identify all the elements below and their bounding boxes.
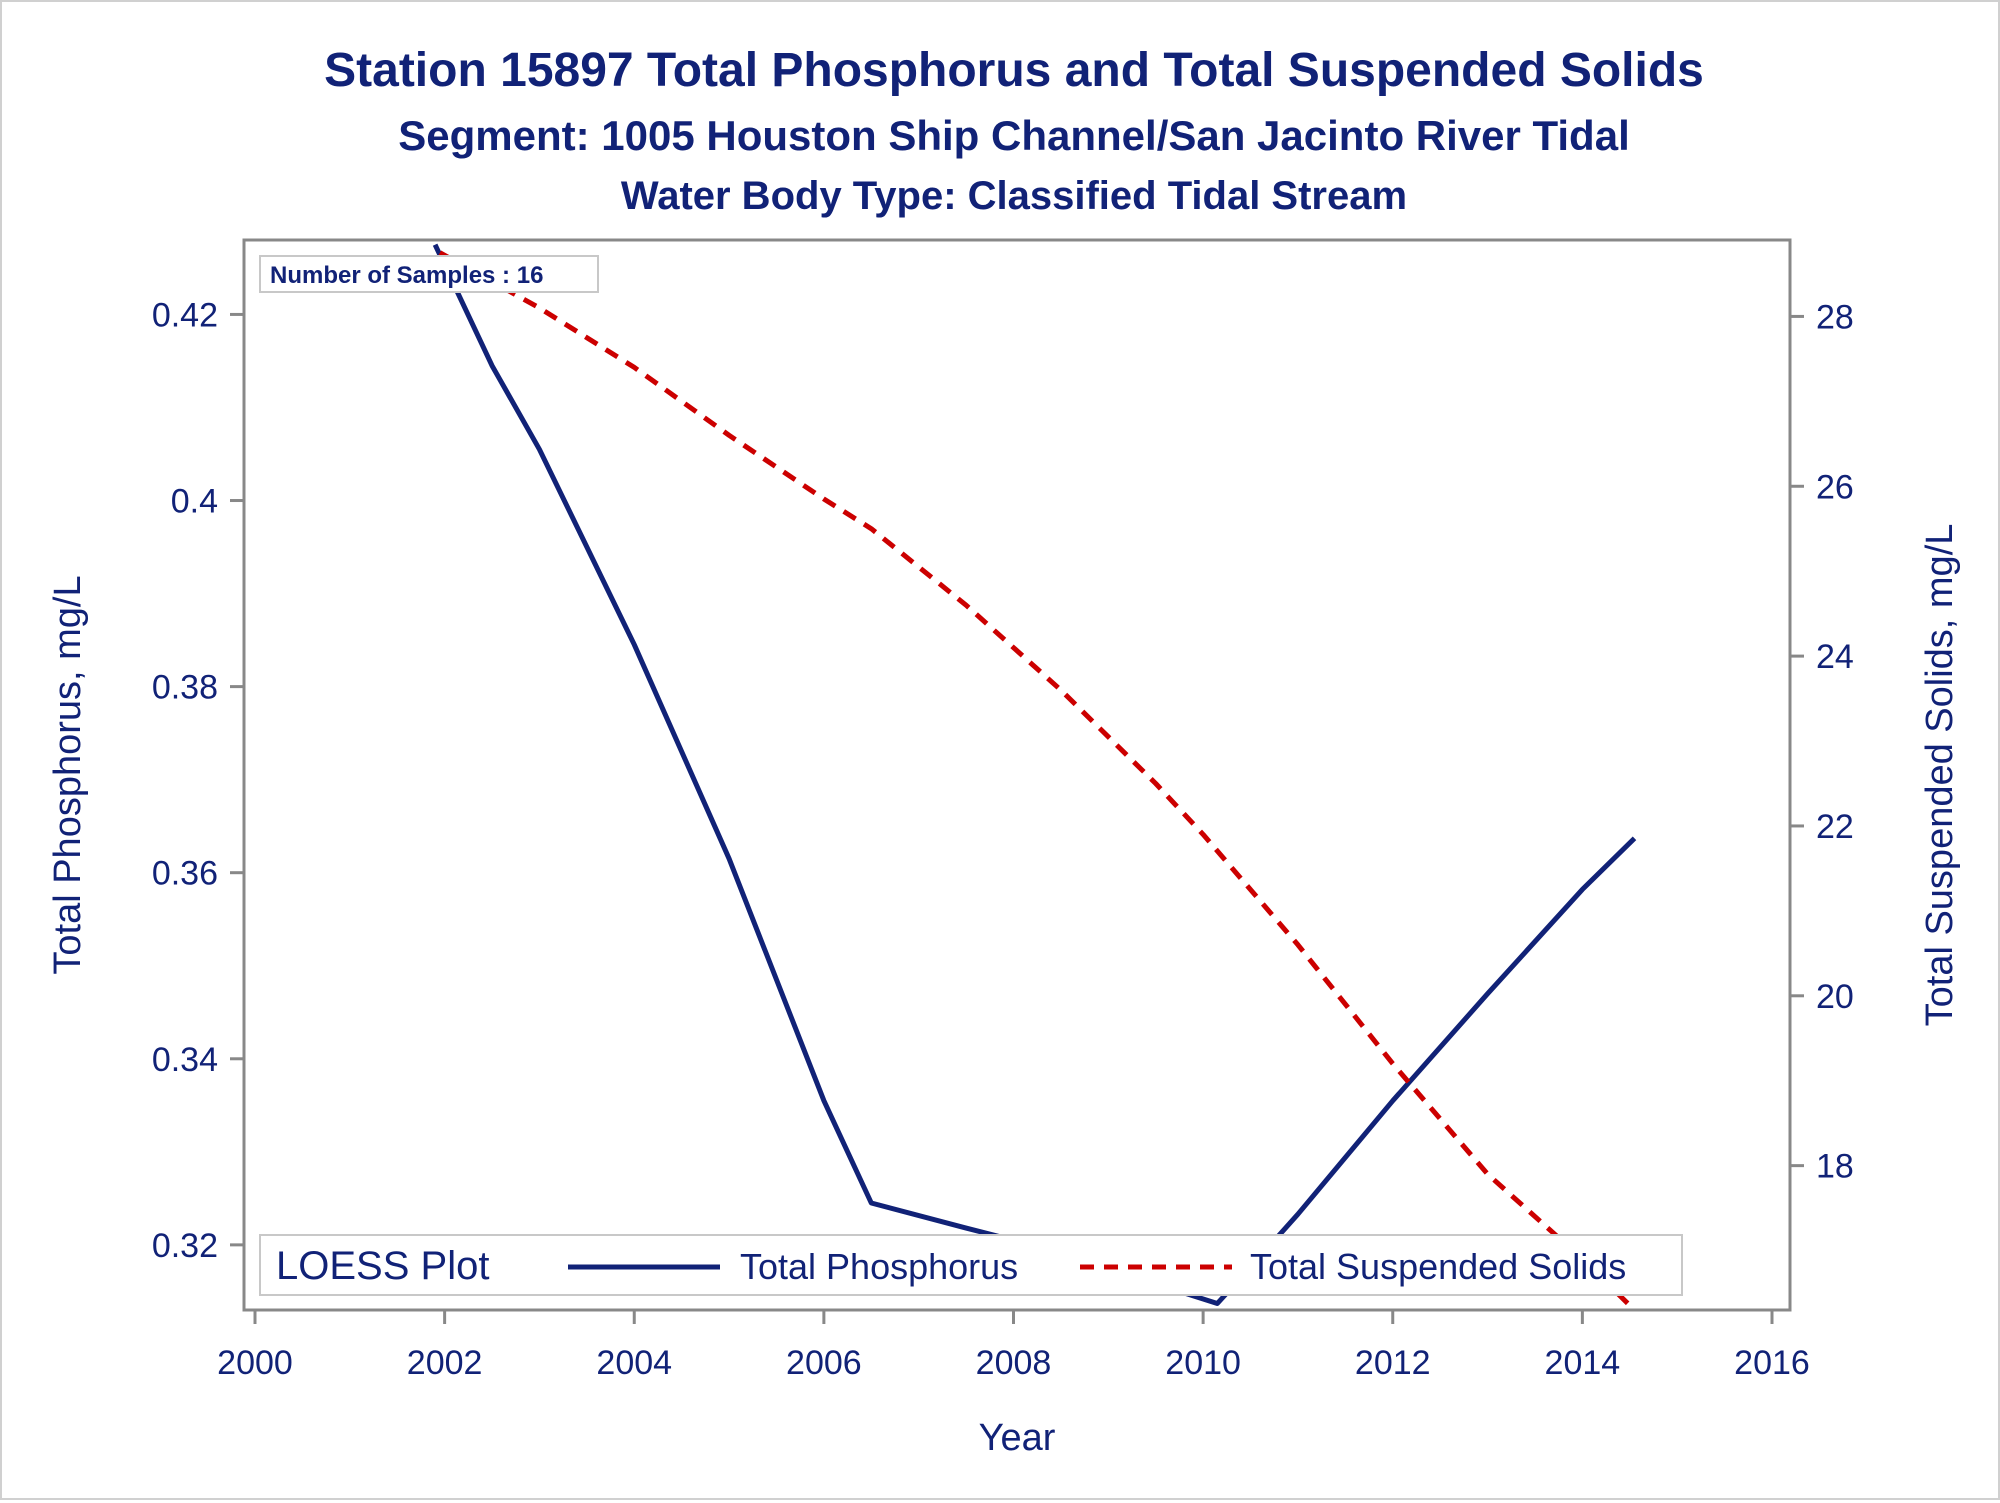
x-tick-label: 2012 <box>1355 1344 1431 1382</box>
y-right-tick-label: 24 <box>1816 638 1854 676</box>
chart-subtitle-segment: Segment: 1005 Houston Ship Channel/San J… <box>398 112 1630 159</box>
y-left-tick-label: 0.36 <box>152 855 218 893</box>
legend-title: LOESS Plot <box>276 1244 489 1288</box>
x-tick-label: 2002 <box>407 1344 483 1382</box>
samples-inset-text: Number of Samples : 16 <box>270 262 543 289</box>
y-axis-left-label: Total Phosphorus, mg/L <box>47 575 89 974</box>
y-left-tick-label: 0.34 <box>152 1041 218 1079</box>
y-left-tick-label: 0.4 <box>171 483 218 521</box>
x-tick-label: 2016 <box>1734 1344 1810 1382</box>
x-axis-label: Year <box>979 1417 1056 1459</box>
chart-title: Station 15897 Total Phosphorus and Total… <box>324 44 1704 97</box>
x-tick-label: 2000 <box>217 1344 293 1382</box>
y-right-tick-label: 26 <box>1816 468 1854 506</box>
legend-box <box>259 1234 1683 1296</box>
x-axis: 2000 2002 2004 2006 2008 2010 2012 2014 2016 <box>217 1310 1810 1382</box>
chart-subtitle-waterbody: Water Body Type: Classified Tidal Stream <box>621 174 1407 218</box>
legend: LOESS Plot Total Phosphorus Total Suspen… <box>259 1234 1683 1296</box>
x-tick-label: 2004 <box>596 1344 672 1382</box>
y-left-tick-label: 0.32 <box>152 1227 218 1265</box>
legend-label-phosphorus: Total Phosphorus <box>740 1246 1018 1287</box>
series-line-total-phosphorus <box>432 243 1637 1306</box>
y-right-tick-label: 28 <box>1816 298 1854 336</box>
samples-inset-box <box>259 255 599 293</box>
y-axis-left: 0.32 0.34 0.36 0.38 0.4 0.42 <box>152 296 244 1265</box>
series-layer <box>432 243 1637 1310</box>
y-axis-right-label: Total Suspended Solids, mg/L <box>1919 524 1961 1027</box>
series-line-total-suspended-solids <box>438 250 1637 1310</box>
legend-label-tss: Total Suspended Solids <box>1250 1246 1626 1287</box>
y-right-tick-label: 18 <box>1816 1148 1854 1186</box>
x-tick-label: 2006 <box>786 1344 862 1382</box>
x-tick-label: 2014 <box>1545 1344 1621 1382</box>
x-tick-label: 2010 <box>1165 1344 1241 1382</box>
x-tick-label: 2008 <box>976 1344 1052 1382</box>
y-right-tick-label: 22 <box>1816 808 1854 846</box>
y-right-tick-label: 20 <box>1816 978 1854 1016</box>
y-left-tick-label: 0.38 <box>152 669 218 707</box>
plot-area <box>242 238 1792 1312</box>
y-left-tick-label: 0.42 <box>152 296 218 334</box>
y-axis-right: 18 20 22 24 26 28 <box>1790 298 1854 1186</box>
